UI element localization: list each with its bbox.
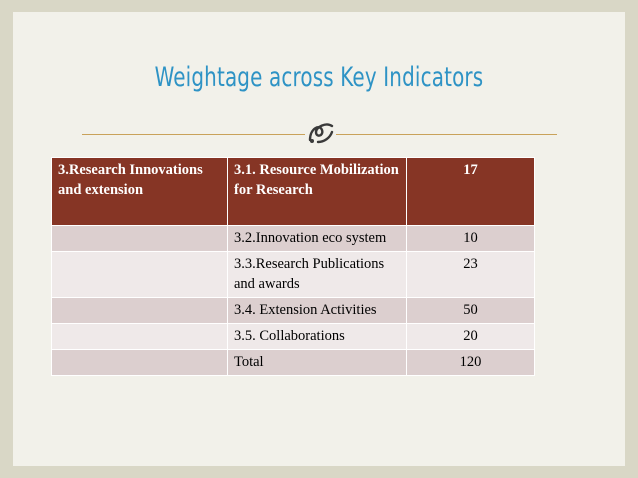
table-row: 3.4. Extension Activities 50 <box>51 297 535 324</box>
indicator-cell: Total <box>227 349 407 376</box>
indicator-cell: 3.3.Research Publications and awards <box>227 251 407 298</box>
weight-cell: 20 <box>406 323 535 350</box>
title-divider-left <box>82 134 305 135</box>
table-header-row: 3.Research Innovations and extension 3.1… <box>51 157 535 226</box>
weightage-table: 3.Research Innovations and extension 3.1… <box>51 157 535 376</box>
table-row: 3.2.Innovation eco system 10 <box>51 225 535 252</box>
table-row: 3.3.Research Publications and awards 23 <box>51 251 535 298</box>
weight-cell: 10 <box>406 225 535 252</box>
criterion-cell <box>51 297 228 324</box>
indicator-cell: 3.2.Innovation eco system <box>227 225 407 252</box>
criterion-cell <box>51 323 228 350</box>
weight-cell: 50 <box>406 297 535 324</box>
indicator-cell: 3.5. Collaborations <box>227 323 407 350</box>
table-row-total: Total 120 <box>51 349 535 376</box>
swirl-ornament-icon <box>308 123 334 144</box>
indicator-cell: 3.4. Extension Activities <box>227 297 407 324</box>
indicator-cell: 3.1. Resource Mobilization for Research <box>227 157 407 226</box>
weight-cell: 17 <box>406 157 535 226</box>
table-row: 3.5. Collaborations 20 <box>51 323 535 350</box>
criterion-cell <box>51 251 228 298</box>
weight-cell: 23 <box>406 251 535 298</box>
criterion-cell <box>51 225 228 252</box>
criterion-cell: 3.Research Innovations and extension <box>51 157 228 226</box>
weight-cell: 120 <box>406 349 535 376</box>
title-divider-right <box>336 134 557 135</box>
criterion-cell <box>51 349 228 376</box>
slide-title: Weightage across Key Indicators <box>154 62 484 93</box>
